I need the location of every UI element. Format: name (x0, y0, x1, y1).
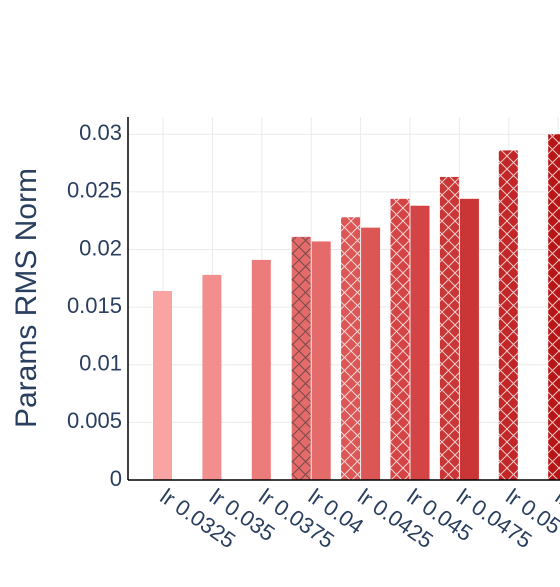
bar-solid (153, 291, 172, 480)
bar-hatched (341, 217, 361, 480)
bar-solid (410, 205, 430, 480)
y-tick-label: 0.015 (67, 293, 122, 318)
y-tick-label: 0.025 (67, 178, 122, 203)
y-tick-label: 0.02 (79, 235, 122, 260)
bar-solid (202, 274, 222, 480)
bar-hatched (548, 134, 560, 481)
y-tick-labels: 0 0.005 0.01 0.015 0.02 0.025 0.03 (67, 120, 122, 491)
bars (153, 134, 560, 481)
bar-hatched (291, 236, 311, 480)
bar-solid (361, 227, 381, 480)
bar-solid (311, 241, 331, 480)
y-tick-label: 0.005 (67, 408, 122, 433)
bar-solid (251, 259, 271, 480)
bar-hatched (390, 198, 410, 481)
y-tick-label: 0 (110, 466, 122, 491)
y-tick-label: 0.01 (79, 351, 122, 376)
bar-hatched (498, 150, 518, 480)
x-tick-label: lr (551, 484, 560, 511)
y-axis-label: Params RMS Norm (10, 168, 43, 428)
bar-solid (459, 198, 479, 481)
axes (127, 117, 560, 481)
bar-hatched (439, 176, 459, 480)
y-tick-label: 0.03 (79, 120, 122, 145)
